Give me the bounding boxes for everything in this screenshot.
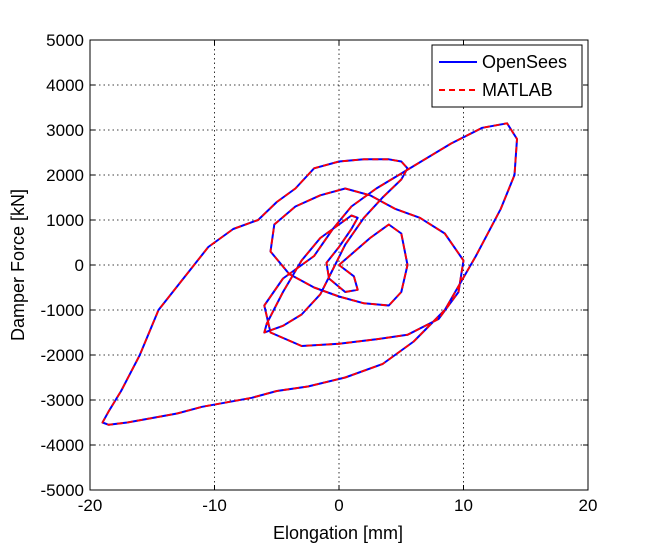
series-layer [101, 122, 518, 426]
legend-label-opensees: OpenSees [482, 52, 567, 72]
y-tick-label: -3000 [41, 391, 84, 410]
x-tick-label: 0 [334, 496, 343, 515]
labels-layer: Elongation [mm] Damper Force [kN] [8, 189, 403, 543]
x-tick-label: 20 [579, 496, 598, 515]
legend-box [431, 44, 583, 108]
y-tick-label: -5000 [41, 481, 84, 500]
legend-label-matlab: MATLAB [482, 80, 553, 100]
y-tick-label: 3000 [46, 121, 84, 140]
x-tick-label: -20 [78, 496, 103, 515]
series-line-matlab [101, 122, 518, 426]
x-axis-label: Elongation [mm] [273, 523, 403, 543]
x-tick-label: 10 [454, 496, 473, 515]
y-axis-label: Damper Force [kN] [8, 189, 28, 341]
y-tick-label: 1000 [46, 211, 84, 230]
y-tick-label: -1000 [41, 301, 84, 320]
y-tick-label: -4000 [41, 436, 84, 455]
x-tick-label: -10 [202, 496, 227, 515]
y-tick-label: 2000 [46, 166, 84, 185]
y-tick-label: 5000 [46, 31, 84, 50]
legend: OpenSees MATLAB [431, 44, 583, 108]
y-tick-label: 4000 [46, 76, 84, 95]
ticks-layer: -20 -10 0 10 20 -5000 -4000 -3000 -2000 -1000 0 100… [41, 31, 598, 515]
y-tick-label: -2000 [41, 346, 84, 365]
y-tick-label: 0 [75, 256, 84, 275]
